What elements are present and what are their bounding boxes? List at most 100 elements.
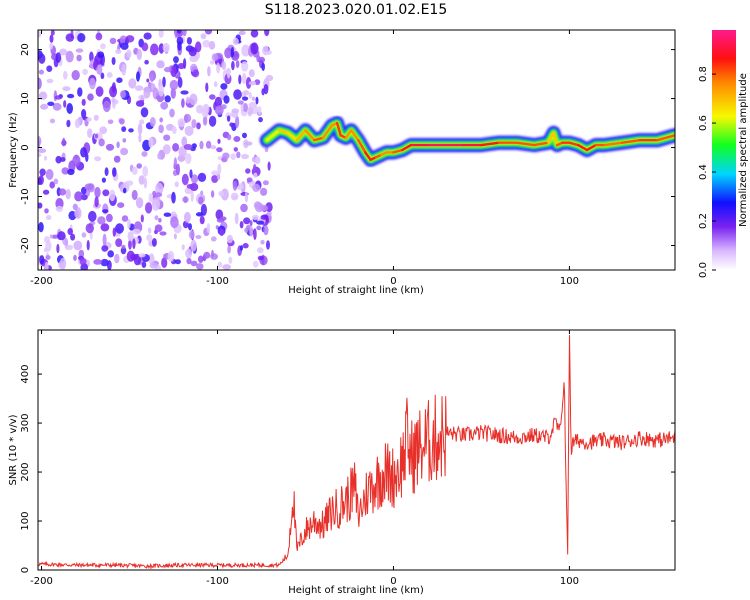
noise-blob (102, 100, 111, 113)
noise-blob (176, 30, 182, 34)
noise-blob (185, 248, 193, 259)
noise-blob (138, 94, 146, 101)
noise-blob (131, 166, 138, 175)
noise-blob (120, 246, 127, 255)
noise-blob (202, 116, 208, 126)
noise-blob (63, 70, 68, 80)
heatmap-y-tick-label: 0 (20, 144, 31, 150)
noise-blob (98, 138, 105, 147)
noise-blob (121, 215, 129, 222)
noise-blob (181, 173, 189, 186)
noise-blob (249, 220, 253, 227)
noise-blob (59, 257, 67, 270)
noise-blob (54, 95, 63, 100)
noise-blob (244, 141, 253, 146)
noise-blob (38, 31, 42, 38)
noise-blob (173, 56, 179, 64)
ridge-core-segment (515, 141, 536, 147)
noise-blob (219, 216, 227, 221)
noise-blob (214, 105, 224, 116)
noise-blob (102, 233, 107, 246)
noise-blob (182, 30, 187, 37)
noise-blob (226, 68, 231, 79)
noise-blob (155, 95, 161, 100)
noise-blob (250, 30, 259, 38)
snr-y-tick-label: 100 (20, 511, 31, 530)
noise-blob (181, 244, 185, 251)
noise-blob (116, 141, 120, 149)
noise-blob (125, 35, 135, 43)
noise-blob (67, 93, 75, 99)
noise-blob (135, 197, 144, 209)
ridge-core-segment (304, 129, 316, 142)
noise-blob (138, 253, 146, 258)
noise-blob (50, 30, 55, 36)
snr-x-tick-label: 0 (390, 576, 396, 587)
ridge-core-segment (533, 141, 550, 147)
noise-blob (177, 118, 186, 128)
noise-blob (149, 73, 154, 83)
noise-blob (107, 119, 114, 125)
noise-blob (81, 98, 86, 106)
noise-blob (196, 122, 201, 130)
noise-blob (44, 155, 47, 161)
noise-blob (222, 152, 230, 160)
noise-blob (71, 70, 80, 81)
noise-blob (240, 245, 243, 251)
noise-blob (93, 114, 99, 121)
noise-blob (77, 33, 86, 43)
colorbar: 0.0 0.2 0.4 0.6 0.8 Normalized spectral ampl… (698, 30, 749, 278)
noise-blob (253, 228, 257, 241)
noise-blob (191, 119, 197, 129)
snr-y-tick-label: 300 (20, 414, 31, 433)
noise-blob (176, 163, 180, 176)
noise-blob (136, 163, 142, 169)
noise-blob (122, 138, 127, 143)
noise-blob (96, 64, 103, 75)
noise-blob (113, 155, 121, 163)
heatmap-y-ticks: -20 -10 0 10 20 (20, 43, 675, 254)
snr-x-axis-label: Height of straight line (km) (288, 585, 424, 596)
noise-blob (233, 136, 241, 142)
noise-blob (100, 43, 106, 50)
ridge-core-segment (552, 131, 559, 147)
ridge-core-segment (585, 143, 597, 152)
heatmap-y-tick-label: 20 (20, 43, 31, 56)
noise-blob (38, 135, 42, 147)
noise-blob (264, 30, 270, 37)
noise-blob (138, 175, 145, 185)
noise-blob (177, 63, 185, 70)
noise-blob (149, 262, 159, 269)
noise-blob (148, 137, 154, 148)
ridge-core-segment (335, 121, 342, 137)
noise-blob (201, 108, 209, 118)
noise-blob (159, 117, 163, 123)
noise-blob (177, 76, 183, 88)
noise-blob (73, 240, 83, 251)
noise-blob (112, 227, 117, 237)
heatmap-y-tick-label: -20 (20, 237, 31, 253)
colorbar-tick-label: 0.4 (698, 164, 709, 180)
noise-blob (230, 153, 236, 161)
noise-blob (163, 212, 172, 217)
noise-blob (81, 186, 87, 195)
noise-blob (217, 261, 223, 268)
noise-blob (199, 140, 204, 150)
noise-blob (136, 71, 140, 82)
noise-blob (192, 69, 200, 78)
noise-blob (198, 255, 204, 263)
heatmap-y-tick-label: 10 (20, 92, 31, 105)
noise-blob (266, 240, 270, 250)
noise-blob (211, 249, 214, 258)
noise-blob (119, 35, 128, 45)
noise-blob (82, 68, 88, 76)
noise-blob (43, 247, 49, 253)
ridge-core-segment (265, 129, 281, 142)
noise-blob (241, 44, 251, 57)
noise-blob (169, 108, 175, 118)
noise-blob (106, 213, 113, 223)
noise-blob (66, 103, 73, 114)
noise-blob (44, 236, 50, 244)
heatmap-ridge (259, 116, 675, 167)
ridge-core-segment (357, 138, 367, 154)
